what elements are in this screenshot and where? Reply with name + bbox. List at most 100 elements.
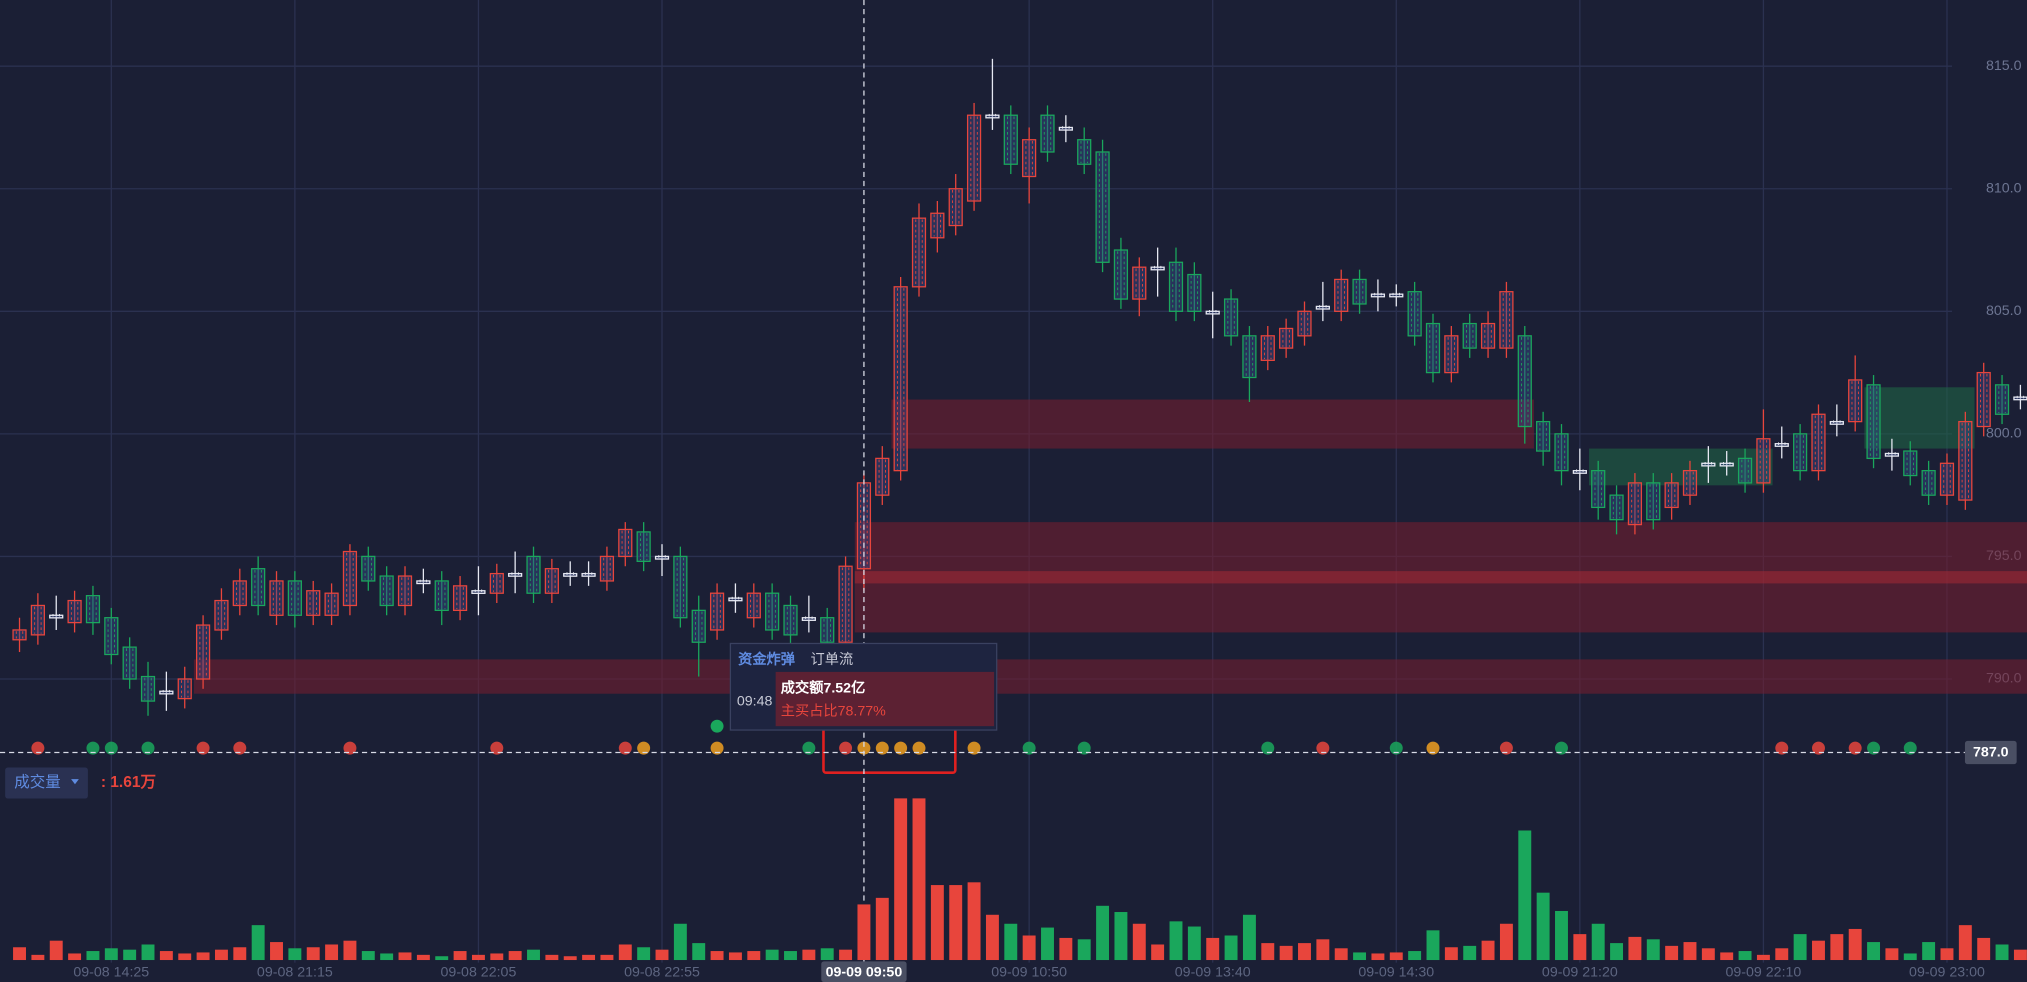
volume-bar bbox=[1353, 952, 1367, 961]
candle-body bbox=[1737, 457, 1753, 484]
candle-body bbox=[1701, 462, 1716, 467]
volume-selector[interactable] bbox=[5, 767, 88, 799]
candle-body bbox=[122, 646, 137, 680]
candle-body bbox=[1939, 462, 1955, 496]
candle-body bbox=[1040, 114, 1055, 153]
signal-icon bbox=[1775, 741, 1789, 755]
signal-icon bbox=[839, 741, 853, 755]
candle-body bbox=[324, 592, 339, 616]
candle-body bbox=[1077, 139, 1092, 165]
candle-body bbox=[1113, 249, 1129, 300]
volume-bar bbox=[894, 798, 908, 961]
tooltip-tab[interactable]: 资金炸弹 bbox=[738, 650, 795, 668]
volume-bar bbox=[1004, 923, 1018, 961]
volume-bar bbox=[361, 951, 375, 961]
candle-body bbox=[1646, 482, 1661, 521]
volume-bar bbox=[325, 944, 339, 961]
x-tick-label: 09-09 22:10 bbox=[1725, 965, 1801, 981]
x-tick-label: 09-09 23:00 bbox=[1909, 965, 1985, 981]
candle-body bbox=[1774, 443, 1789, 447]
candle-body bbox=[1425, 322, 1441, 374]
candle-body bbox=[746, 592, 761, 619]
signal-icon bbox=[1389, 741, 1403, 755]
volume-bar bbox=[967, 882, 981, 961]
candle-body bbox=[1260, 335, 1275, 361]
volume-bar bbox=[1958, 925, 1972, 961]
volume-bar bbox=[1041, 927, 1054, 961]
candle-body bbox=[1903, 450, 1918, 477]
zone bbox=[193, 659, 2027, 694]
volume-bar bbox=[1096, 905, 1110, 961]
volume-bar bbox=[1022, 935, 1036, 961]
candle-body bbox=[930, 212, 945, 239]
volume-bar bbox=[251, 925, 265, 961]
volume-bar bbox=[1481, 940, 1495, 961]
volume-bar bbox=[1610, 943, 1624, 961]
candle-body bbox=[1884, 452, 1900, 457]
volume-bar bbox=[600, 954, 614, 961]
volume-bar bbox=[1812, 940, 1825, 961]
candle-body bbox=[783, 604, 798, 636]
signal-icon bbox=[637, 741, 651, 755]
candle-body bbox=[214, 599, 229, 631]
tooltip-tab[interactable]: 订单流 bbox=[811, 651, 854, 668]
candle-body bbox=[1334, 278, 1349, 312]
volume-bar bbox=[233, 947, 247, 961]
candle-body bbox=[1756, 438, 1771, 484]
signal-icon bbox=[490, 741, 504, 755]
volume-bar bbox=[141, 944, 155, 961]
signal-icon bbox=[802, 741, 816, 755]
signal-icon bbox=[1077, 741, 1091, 755]
signal-icon bbox=[912, 741, 926, 755]
candle-body bbox=[140, 675, 156, 702]
signal-icon bbox=[86, 741, 100, 755]
candle-body bbox=[452, 585, 468, 612]
candle-body bbox=[67, 599, 82, 624]
tooltip-bar bbox=[775, 671, 995, 727]
volume-bar bbox=[1242, 914, 1256, 961]
candle-body bbox=[526, 555, 541, 594]
volume-bar bbox=[820, 948, 834, 961]
candle-body bbox=[2013, 396, 2027, 401]
candle-body bbox=[563, 572, 578, 577]
candle-body bbox=[1150, 266, 1165, 271]
candle-body bbox=[673, 555, 688, 619]
volume-bar bbox=[490, 953, 504, 961]
candle-body bbox=[709, 592, 725, 631]
candle-body bbox=[893, 286, 908, 472]
volume-bar bbox=[1628, 936, 1642, 961]
signal-icon bbox=[1022, 741, 1036, 755]
candle-body bbox=[599, 555, 615, 582]
volume-bar bbox=[765, 949, 779, 961]
signal-icon bbox=[894, 741, 908, 755]
volume-bar bbox=[1371, 953, 1385, 961]
y-tick-label: 815.0 bbox=[1986, 58, 2022, 74]
candle-body bbox=[875, 457, 890, 496]
volume-bar bbox=[1646, 939, 1660, 961]
volume-bar bbox=[1206, 937, 1220, 961]
signal-icon bbox=[1812, 741, 1825, 755]
candle-body bbox=[1682, 469, 1698, 496]
candle-body bbox=[177, 678, 192, 700]
signal-icon bbox=[1261, 741, 1275, 755]
volume-bar bbox=[1279, 945, 1293, 961]
candle-body bbox=[1242, 335, 1257, 379]
volume-bar bbox=[435, 956, 449, 961]
signal-icon bbox=[1555, 741, 1568, 755]
volume-bar bbox=[196, 952, 210, 961]
candle-body bbox=[544, 568, 559, 594]
candle-body bbox=[1370, 293, 1386, 298]
volume-bar bbox=[985, 914, 999, 961]
signal-icon bbox=[196, 741, 210, 755]
volume-title: 成交量 bbox=[14, 773, 61, 791]
x-tick-label: 09-09 10:50 bbox=[991, 965, 1067, 981]
volume-bar bbox=[1995, 944, 2009, 961]
volume-bar bbox=[1940, 948, 1954, 961]
candle-body bbox=[636, 531, 651, 562]
volume-bar bbox=[839, 949, 853, 961]
candle-body bbox=[1719, 462, 1734, 467]
volume-bar bbox=[857, 904, 871, 961]
candle-body bbox=[1976, 371, 1991, 428]
